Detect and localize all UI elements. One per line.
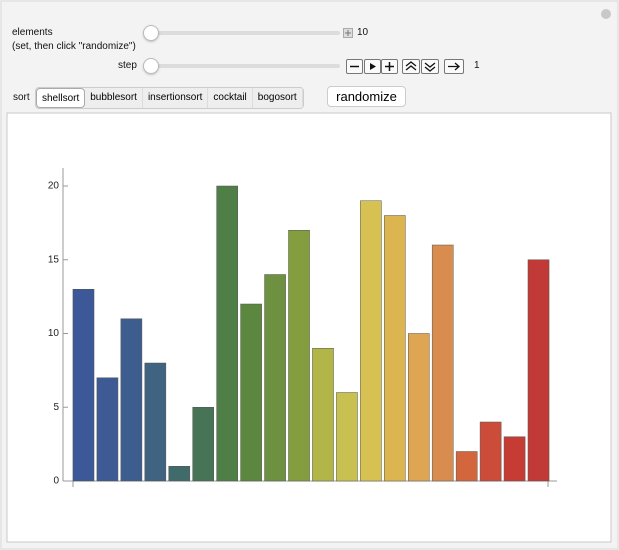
bar	[72, 289, 95, 482]
step-play[interactable]	[364, 59, 381, 74]
bar	[264, 274, 286, 482]
bar	[240, 303, 262, 482]
bar	[168, 466, 191, 482]
bar	[407, 333, 430, 482]
y-tick-label: 0	[53, 476, 59, 487]
elements-knob[interactable]	[143, 25, 159, 41]
bar	[431, 244, 454, 482]
options-icon[interactable]	[601, 9, 611, 19]
y-tick-label: 20	[48, 181, 60, 192]
sort-tab[interactable]: shellsort	[36, 88, 86, 108]
step-value: 1	[474, 60, 480, 71]
bar	[192, 407, 215, 482]
bar	[479, 421, 502, 482]
bar	[503, 436, 526, 482]
bar	[144, 362, 167, 482]
sort-tab[interactable]: insertionsort	[143, 88, 209, 108]
bar	[360, 200, 382, 482]
step-minus[interactable]	[346, 59, 363, 74]
elements-value: 10	[357, 27, 369, 38]
elements-label: elements	[12, 27, 53, 38]
bar	[384, 215, 406, 482]
bar	[527, 259, 550, 482]
sort-tab[interactable]: bogosort	[253, 88, 303, 108]
bar	[336, 392, 358, 482]
bar	[312, 348, 334, 482]
plus-icon[interactable]	[343, 28, 353, 38]
bar	[288, 230, 310, 482]
sort-label: sort	[13, 92, 30, 103]
bar	[455, 451, 478, 482]
step-label: step	[118, 60, 137, 71]
step-slider[interactable]	[150, 64, 340, 68]
elements-slider[interactable]	[150, 31, 340, 35]
bar	[96, 377, 119, 482]
sort-tabs: shellsort bubblesort insertionsort cocktail…	[35, 87, 304, 109]
y-tick-label: 10	[48, 328, 60, 339]
randomize-button[interactable]: randomize	[327, 86, 406, 107]
sort-tab[interactable]: cocktail	[208, 88, 253, 108]
sort-tab[interactable]: bubblesort	[85, 88, 143, 108]
bar	[216, 185, 238, 482]
elements-hint: (set, then click "randomize")	[12, 41, 136, 52]
y-tick-label: 5	[53, 402, 59, 413]
step-faster[interactable]	[402, 59, 420, 74]
step-slower[interactable]	[421, 59, 439, 74]
y-tick-label: 15	[48, 254, 60, 265]
step-knob[interactable]	[143, 58, 159, 74]
step-direction[interactable]	[444, 59, 464, 74]
bar	[120, 318, 143, 482]
step-plus[interactable]	[381, 59, 398, 74]
